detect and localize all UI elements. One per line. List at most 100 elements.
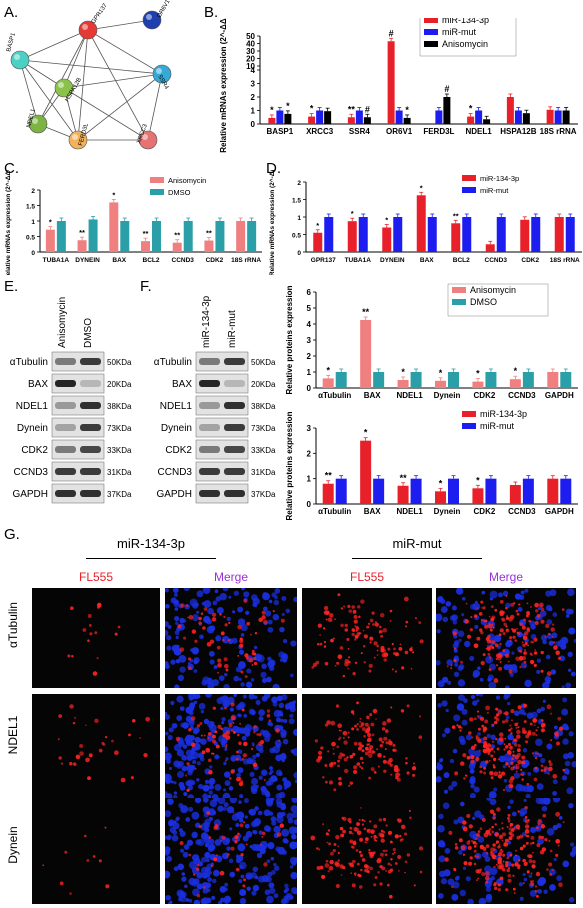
nucleus-dot [518, 882, 524, 887]
nucleus-dot [181, 876, 187, 882]
nucleus-dot [225, 757, 229, 761]
nucleus-dot [254, 645, 258, 650]
fl555-dot [419, 715, 421, 718]
col-label-merge-2: Merge [488, 570, 523, 584]
nucleus-dot [268, 599, 273, 604]
nucleus-dot [478, 694, 484, 697]
nucleus-dot [281, 595, 287, 601]
nucleus-dot [517, 606, 523, 612]
fl555-dot [188, 853, 192, 857]
nucleus-dot [200, 856, 207, 863]
nucleus-dot [222, 699, 231, 708]
nucleus-dot [269, 766, 273, 770]
fl555-dot [540, 619, 545, 624]
fl555-dot [325, 780, 328, 784]
fl555-dot [498, 771, 501, 774]
nucleus-dot [475, 694, 480, 697]
nucleus-dot [166, 645, 172, 651]
fl555-dot [494, 720, 498, 725]
nucleus-dot [239, 818, 244, 822]
nucleus-dot [256, 654, 265, 663]
fl555-dot [371, 611, 375, 615]
fl555-dot [471, 736, 474, 739]
fl555-dot [529, 722, 533, 726]
fl555-dot [246, 621, 251, 626]
nucleus-dot [266, 895, 274, 904]
fl555-dot [355, 625, 359, 629]
fl555-dot [183, 636, 187, 640]
fl555-dot [348, 784, 351, 787]
fl555-dot [240, 853, 244, 857]
fl555-dot [71, 655, 74, 658]
nucleus-dot [228, 858, 234, 864]
fl555-dot [509, 822, 514, 827]
fl555-dot [378, 737, 383, 742]
nucleus-dot [464, 640, 471, 648]
fl555-dot [360, 868, 363, 872]
bar [435, 110, 443, 124]
nucleus-dot [437, 824, 445, 833]
fl555-dot [465, 774, 468, 777]
fl555-dot [323, 640, 327, 644]
nucleus-dot [273, 599, 280, 606]
fl555-dot [235, 757, 239, 761]
fl555-dot [74, 716, 77, 719]
nucleus-dot [530, 624, 536, 630]
nucleus-dot [459, 738, 466, 745]
nucleus-dot [490, 734, 496, 740]
fl555-dot [381, 740, 385, 744]
bar [284, 113, 292, 124]
network-edge [63, 87, 149, 141]
fl555-dot [101, 741, 105, 745]
fl555-dot [258, 617, 263, 623]
group-label-mir134: miR-134-3p [117, 536, 185, 551]
nucleus-dot [535, 738, 543, 747]
nucleus-dot [453, 671, 460, 678]
nucleus-dot [185, 817, 191, 822]
fl555-dot [486, 747, 492, 753]
fl555-dot [237, 654, 240, 657]
fl555-dot [530, 882, 535, 887]
nucleus-dot [444, 848, 451, 854]
fl555-dot [374, 771, 377, 774]
nucleus-dot [229, 798, 238, 804]
nucleus-dot [258, 775, 263, 780]
fl555-dot [376, 858, 382, 864]
fl555-dot [363, 661, 366, 664]
fl555-dot [526, 870, 530, 874]
nucleus-dot [233, 675, 240, 682]
fl555-dot [364, 751, 369, 756]
nucleus-dot [191, 831, 198, 839]
nucleus-dot [198, 783, 204, 790]
fl555-dot [369, 641, 372, 644]
fl555-dot [516, 835, 521, 840]
fl555-dot [504, 653, 510, 658]
nucleus-dot [180, 805, 189, 814]
nucleus-dot [209, 799, 218, 808]
fl555-dot [517, 632, 521, 635]
significance-mark: * [270, 105, 274, 115]
nucleus-dot [548, 640, 554, 646]
fl555-dot [523, 720, 527, 724]
fl555-dot [340, 874, 343, 876]
fl555-dot [84, 834, 87, 838]
fl555-dot [479, 868, 483, 871]
fl555-dot [475, 869, 480, 874]
micrograph-dots [67, 602, 121, 676]
fl555-dot [540, 764, 544, 768]
nucleus-dot [449, 615, 456, 621]
fl555-dot [329, 613, 334, 618]
nucleus-dot [165, 778, 171, 784]
fl555-dot [480, 661, 485, 666]
nucleus-dot [538, 753, 543, 758]
nucleus-dot [550, 669, 557, 675]
nucleus-dot [239, 897, 247, 904]
nucleus-dot [261, 663, 267, 669]
nucleus-dot [452, 881, 460, 889]
fl555-dot [492, 626, 495, 629]
nucleus-dot [511, 811, 517, 817]
significance-mark: ** [348, 104, 356, 114]
legend-label: Anisomycin [442, 39, 488, 49]
network-node-highlight [72, 134, 78, 140]
fl555-dot [454, 843, 458, 846]
